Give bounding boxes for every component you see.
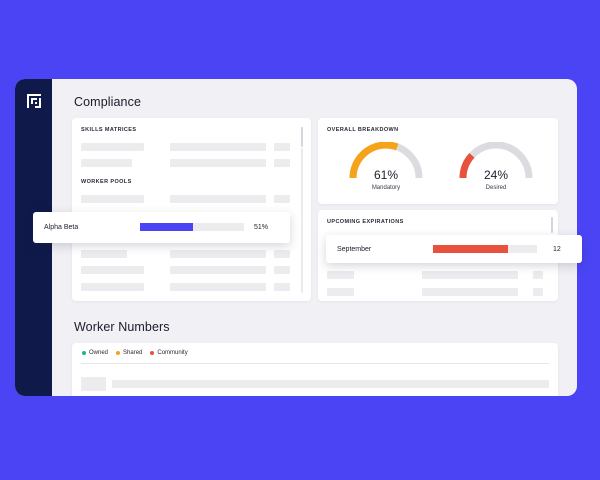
legend-item-community[interactable]: Community [150,350,188,356]
mandatory-percent: 61% [373,168,399,182]
expiration-row-placeholder [422,271,518,279]
worker-pools-caption: WORKER POOLS [81,179,132,185]
pool-row-placeholder [81,250,127,258]
worker-row-placeholder [112,380,549,388]
alpha-beta-progress-track [140,223,244,231]
pool-row-placeholder [170,195,266,203]
september-label: September [337,246,372,253]
worker-numbers-legend: Owned Shared Community [82,350,188,356]
page-title: Compliance [74,95,142,109]
overall-breakdown-caption: OVERALL BREAKDOWN [327,127,399,133]
expiration-row-placeholder [533,288,543,296]
pool-row-placeholder [81,283,144,291]
worker-row-placeholder [81,377,106,391]
legend-label-shared: Shared [123,350,143,356]
pool-row-placeholder [274,283,290,291]
legend-divider [81,363,549,364]
owned-dot-icon [82,351,86,355]
community-dot-icon [150,351,155,355]
september-progress-fill [433,245,508,253]
pool-row-placeholder [274,195,290,203]
skills-scrollbar-track [301,148,303,293]
overall-breakdown-card: OVERALL BREAKDOWN 61% Mandatory 24% Desi… [318,118,558,204]
pool-row-placeholder [81,266,144,274]
mandatory-gauge [349,142,423,179]
expiration-row-placeholder [327,271,354,279]
desired-label: Desired [485,185,507,191]
skills-row-placeholder [274,159,290,167]
alpha-beta-progress-fill [140,223,194,231]
pool-row-placeholder [274,266,290,274]
app-window: Compliance SKILLS MATRICES WORKER POOLS … [15,79,577,396]
pool-row-placeholder [170,283,266,291]
desired-gauge [459,142,533,179]
skills-row-placeholder [170,143,266,151]
expiration-row-placeholder [533,271,543,279]
expiration-row-placeholder [327,288,354,296]
legend-item-shared[interactable]: Shared [116,350,142,356]
alpha-beta-label: Alpha Beta [44,224,79,231]
mandatory-gauge-fill [349,142,399,179]
pool-row-placeholder [170,250,266,258]
legend-item-owned[interactable]: Owned [82,350,108,356]
desired-percent: 24% [483,168,509,182]
pool-row-placeholder [170,266,266,274]
alpha-beta-value: 51% [254,224,269,231]
skills-row-placeholder [274,143,290,151]
skills-scrollbar[interactable] [301,127,303,147]
pool-row-placeholder [274,250,290,258]
upcoming-expirations-caption: UPCOMING EXPIRATIONS [327,219,404,225]
mandatory-label: Mandatory [371,185,401,191]
pool-row-placeholder [81,195,144,203]
skills-row-placeholder [170,159,266,167]
worker-numbers-title: Worker Numbers [74,320,170,334]
september-row[interactable]: September 12 [326,235,582,263]
september-progress-track [433,245,537,253]
legend-label-owned: Owned [89,350,109,356]
expirations-scrollbar[interactable] [551,217,553,233]
september-value: 12 [553,246,561,253]
shared-dot-icon [116,351,121,355]
expiration-row-placeholder [422,288,518,296]
brand-logo-icon[interactable] [26,93,42,109]
legend-label-community: Community [157,350,188,356]
skills-matrices-caption: SKILLS MATRICES [81,127,137,133]
skills-matrices-card: SKILLS MATRICES WORKER POOLS [72,118,311,301]
desired-gauge-fill [459,153,475,179]
alpha-beta-row[interactable]: Alpha Beta 51% [33,212,290,243]
skills-row-placeholder [81,159,132,167]
skills-row-placeholder [81,143,144,151]
